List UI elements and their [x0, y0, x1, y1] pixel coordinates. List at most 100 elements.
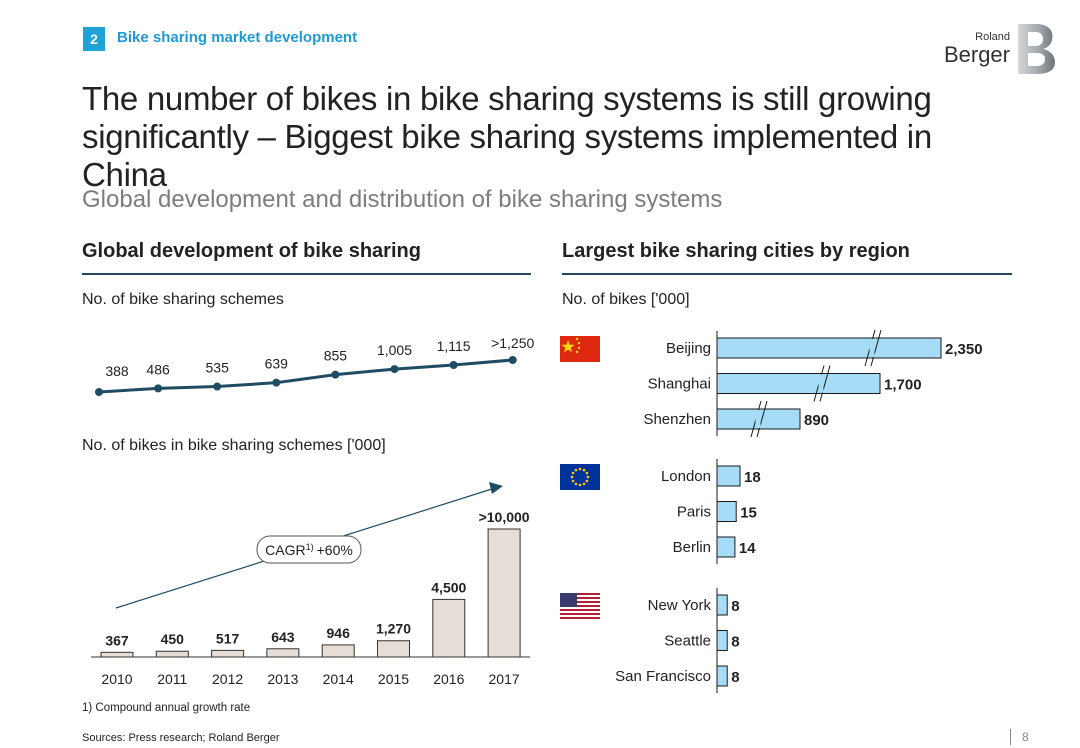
schemes-point-2011	[154, 384, 163, 393]
city-label-beijing: Beijing	[666, 340, 711, 357]
axis-break-mark	[819, 365, 831, 402]
schemes-data-label-2016: 1,115	[437, 338, 471, 354]
logo-big-text: Berger	[943, 42, 1010, 67]
city-label-new-york: New York	[648, 597, 712, 614]
eu-flag	[560, 464, 600, 490]
city-label-paris: Paris	[677, 504, 711, 521]
schemes-axis-label: No. of bike sharing schemes	[82, 291, 284, 308]
bikes-bar-2011	[155, 650, 189, 658]
schemes-point-2017	[508, 356, 517, 364]
page-subheadline: Global development and distribution of b…	[82, 186, 723, 213]
cagr-arrow-head	[489, 482, 503, 494]
cities-axis-label: No. of bikes ['000]	[562, 291, 690, 308]
city-bar-san-francisco	[716, 665, 728, 687]
schemes-series-line	[98, 358, 513, 394]
city-bar-shanghai	[716, 373, 881, 394]
left-charts-svg: 388 486 535 639 855 1,005 1,115 >1,250 367 2010 4…	[91, 335, 535, 687]
right-panel-divider	[562, 273, 1012, 275]
us-flag	[560, 593, 600, 619]
bikes-data-label-2015: 1,270	[376, 621, 411, 637]
city-bar-berlin	[716, 536, 736, 558]
page-headline: The number of bikes in bike sharing syst…	[82, 80, 932, 193]
left-panel-title: Global development of bike sharing	[82, 240, 421, 262]
city-value-london: 18	[744, 469, 761, 486]
roland-berger-logo-mark	[1018, 24, 1055, 74]
schemes-point-2016	[449, 361, 458, 370]
schemes-data-label-2017: >1,250	[491, 335, 534, 351]
axis-break-mark	[756, 400, 768, 438]
bikes-x-tick-2010: 2010	[101, 671, 132, 687]
city-bar-seattle	[716, 630, 728, 651]
schemes-point-2015	[390, 365, 399, 374]
page-number-divider	[1010, 729, 1011, 745]
page-number: 8	[1022, 730, 1029, 744]
schemes-data-label-2014: 855	[324, 348, 348, 364]
footnote: 1) Compound annual growth rate	[82, 702, 251, 714]
city-value-seattle: 8	[731, 634, 739, 651]
schemes-data-label-2013: 639	[265, 356, 289, 372]
city-label-berlin: Berlin	[673, 539, 711, 556]
section-number-badge: 2	[83, 27, 105, 51]
bikes-x-tick-2016: 2016	[433, 671, 464, 687]
cities-chart-svg: Beijing 2,350 Shanghai 1,700 Shenzhen 890 Lond…	[560, 329, 983, 693]
bikes-bar-2013	[266, 648, 300, 658]
schemes-data-label-2015: 1,005	[377, 342, 412, 358]
bikes-x-tick-2014: 2014	[323, 671, 354, 687]
city-bar-paris	[716, 501, 737, 522]
city-value-shanghai: 1,700	[884, 377, 922, 394]
cagr-bubble	[256, 535, 362, 564]
city-bar-beijing	[716, 337, 942, 359]
sources-note: Sources: Press research; Roland Berger	[82, 732, 280, 744]
bikes-x-tick-2013: 2013	[267, 671, 298, 687]
bikes-bar-2015	[377, 640, 410, 658]
city-label-san-francisco: San Francisco	[615, 668, 711, 685]
axis-break-mark	[870, 329, 882, 367]
cagr-label: CAGR1) +60%	[265, 542, 353, 558]
schemes-data-label-2012: 535	[206, 360, 230, 376]
schemes-point-2012	[213, 382, 222, 391]
schemes-data-label-2011: 486	[146, 361, 170, 377]
city-value-beijing: 2,350	[945, 341, 983, 358]
bikes-data-label-2012: 517	[216, 630, 240, 646]
city-bar-london	[716, 465, 741, 487]
left-panel-divider	[82, 273, 531, 275]
bikes-bar-2017	[487, 528, 521, 658]
schemes-point-2010	[95, 388, 103, 396]
city-value-paris: 15	[740, 505, 757, 522]
axis-break-gap	[869, 339, 875, 357]
logo-small-text: Roland	[975, 31, 1010, 43]
bikes-data-label-2016: 4,500	[431, 579, 466, 595]
bikes-x-tick-2012: 2012	[212, 671, 243, 687]
axis-break-gap	[755, 410, 761, 428]
schemes-data-label-2010: 388	[105, 363, 129, 379]
china-flag	[560, 336, 600, 362]
axis-break-gap	[818, 374, 824, 393]
bikes-data-label-2010: 367	[105, 632, 129, 648]
bikes-data-label-2017: >10,000	[479, 509, 530, 525]
roland-berger-logo-text: Roland Berger	[944, 32, 1010, 66]
section-title: Bike sharing market development	[117, 29, 358, 46]
city-label-seattle: Seattle	[664, 633, 711, 650]
city-label-shanghai: Shanghai	[648, 376, 711, 393]
city-label-london: London	[661, 468, 711, 485]
bikes-bar-2014	[321, 644, 355, 658]
bikes-bar-2016	[432, 598, 466, 658]
bikes-bar-2012	[211, 649, 245, 658]
city-value-san-francisco: 8	[731, 669, 739, 686]
schemes-point-2014	[331, 370, 340, 379]
city-value-new-york: 8	[731, 598, 739, 615]
bikes-data-label-2013: 643	[271, 629, 295, 645]
city-bar-new-york	[716, 594, 728, 616]
schemes-point-2013	[272, 378, 281, 387]
city-value-berlin: 14	[739, 540, 756, 557]
bikes-x-tick-2017: 2017	[489, 671, 520, 687]
bikes-axis-label: No. of bikes in bike sharing schemes ['0…	[82, 437, 386, 454]
right-panel-title: Largest bike sharing cities by region	[562, 240, 910, 262]
bikes-x-tick-2011: 2011	[157, 671, 187, 687]
bikes-data-label-2014: 946	[327, 625, 351, 641]
city-label-shenzhen: Shenzhen	[643, 411, 711, 428]
city-value-shenzhen: 890	[804, 412, 829, 429]
bikes-bar-2010	[100, 651, 134, 658]
bikes-x-tick-2015: 2015	[378, 671, 409, 687]
bikes-data-label-2011: 450	[161, 631, 185, 647]
